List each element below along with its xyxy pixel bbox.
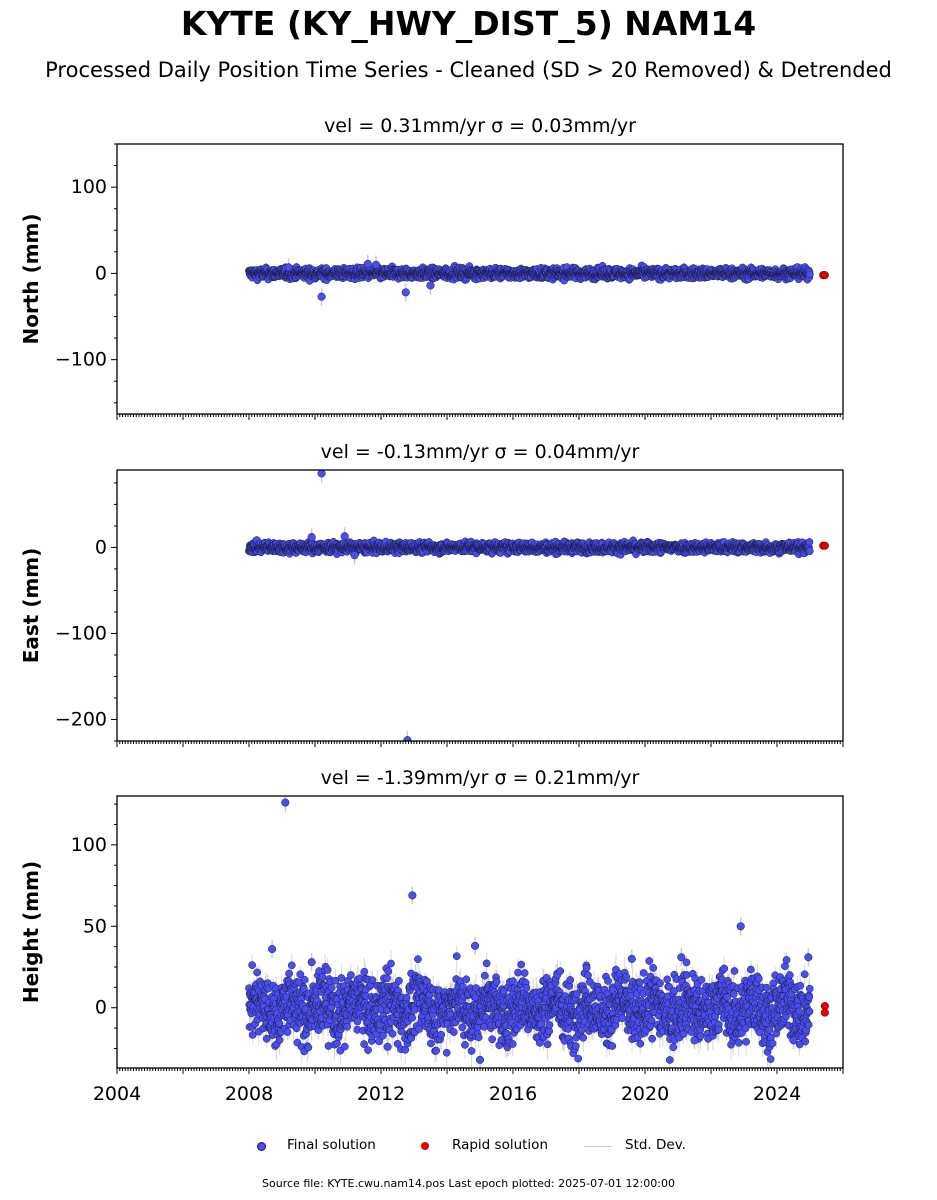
y-tick-label: 0 bbox=[95, 262, 107, 284]
north-final-points bbox=[245, 259, 814, 301]
outlier-point bbox=[372, 260, 381, 269]
rapid-point bbox=[820, 271, 829, 280]
north-velocity-title: vel = 0.31mm/yr σ = 0.03mm/yr bbox=[324, 115, 636, 137]
outlier-point bbox=[284, 263, 293, 272]
north-plot-area bbox=[245, 254, 829, 306]
north-panel: 100 0 −100 vel = 0.31mm/yr σ = 0.03mm/yr Nor… bbox=[19, 115, 844, 420]
east-plot-area bbox=[245, 470, 829, 741]
north-y-ticks: 100 0 −100 bbox=[55, 143, 117, 404]
north-x-ticks bbox=[116, 414, 844, 420]
east-std-dev-bars bbox=[248, 470, 811, 741]
north-y-label: North (mm) bbox=[19, 213, 43, 344]
y-tick-label: −100 bbox=[55, 349, 107, 371]
outlier-point bbox=[401, 288, 410, 297]
final-point bbox=[805, 270, 814, 279]
outlier-point bbox=[426, 281, 435, 290]
figure-title: KYTE (KY_HWY_DIST_5) NAM14 bbox=[180, 4, 757, 43]
y-tick-label: 100 bbox=[71, 176, 107, 198]
figure-subtitle: Processed Daily Position Time Series - C… bbox=[45, 58, 892, 82]
outlier-point bbox=[317, 292, 326, 301]
outlier-point bbox=[363, 259, 372, 268]
